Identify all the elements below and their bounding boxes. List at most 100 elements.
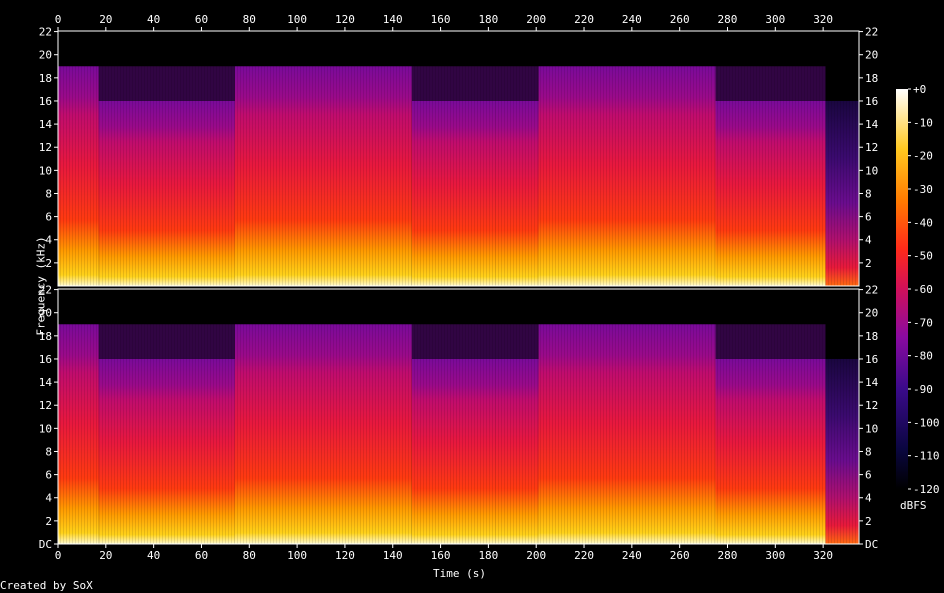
x-tick-label-bottom: 80	[243, 549, 256, 562]
y-tick-label-left: 14	[39, 376, 53, 389]
x-tick-label-bottom: 100	[287, 549, 307, 562]
x-tick-label-bottom: 0	[55, 549, 62, 562]
y-tick-label-right: 10	[865, 164, 878, 177]
x-tick-label-bottom: 200	[526, 549, 546, 562]
x-tick-label-bottom: 220	[574, 549, 594, 562]
colorbar-tick-label: -60	[913, 283, 933, 296]
colorbar-tick-label: -50	[913, 250, 933, 263]
y-tick-label-right: 14	[865, 376, 879, 389]
spectrogram-channel-1	[57, 30, 860, 287]
y-tick-label-left: 8	[45, 445, 52, 458]
y-tick-label-right: 18	[865, 72, 878, 85]
x-tick-label-bottom: 20	[99, 549, 112, 562]
y-tick-label-right: 2	[865, 515, 872, 528]
y-tick-label-right: 22	[865, 26, 878, 39]
y-tick-label-left: 6	[45, 211, 52, 224]
y-tick-label-left: 18	[39, 72, 52, 85]
x-tick-label-top: 300	[765, 13, 785, 26]
x-tick-label-bottom: 160	[431, 549, 451, 562]
y-tick-label-left: 20	[39, 307, 52, 320]
x-tick-label-top: 80	[243, 13, 256, 26]
y-tick-label-left: DC	[39, 538, 52, 551]
y-tick-label-left: 2	[45, 515, 52, 528]
y-tick-label-right: 14	[865, 118, 879, 131]
y-tick-label-right: 18	[865, 330, 878, 343]
y-tick-label-right: 2	[865, 257, 872, 270]
y-tick-label-left: 16	[39, 95, 52, 108]
y-tick-label-right: 20	[865, 49, 878, 62]
x-tick-label-top: 280	[718, 13, 738, 26]
y-tick-label-right: 12	[865, 399, 878, 412]
x-tick-label-top: 260	[670, 13, 690, 26]
colorbar-gradient	[896, 89, 908, 489]
y-tick-label-right: 20	[865, 307, 878, 320]
x-tick-label-bottom: 300	[765, 549, 785, 562]
x-tick-label-bottom: 120	[335, 549, 355, 562]
colorbar: +0 -10 -20 -30 -40 -50 -60 -70 -80 -90 -100 -110 -12…	[896, 83, 940, 496]
x-tick-label-top: 120	[335, 13, 355, 26]
credit-text: Created by SoX	[0, 579, 93, 592]
y-tick-label-right: 22	[865, 284, 878, 297]
y-tick-label-right: 8	[865, 445, 872, 458]
y-tick-label-right: 4	[865, 234, 872, 247]
spectrogram-texture	[58, 289, 859, 544]
x-tick-label-bottom: 60	[195, 549, 208, 562]
colorbar-tick-label: -70	[913, 316, 933, 329]
y-tick-label-left: 22	[39, 26, 52, 39]
y-tick-label-left: 10	[39, 164, 52, 177]
y-tick-label-right: 8	[865, 187, 872, 200]
y-tick-label-left: 12	[39, 399, 52, 412]
colorbar-tick-label: -110	[913, 450, 940, 463]
x-tick-label-bottom: 180	[478, 549, 498, 562]
x-tick-label-top: 200	[526, 13, 546, 26]
x-tick-label-top: 220	[574, 13, 594, 26]
y-tick-label-left: 10	[39, 422, 52, 435]
y-tick-label-right: 12	[865, 141, 878, 154]
colorbar-tick-label: -90	[913, 383, 933, 396]
y-tick-label-left: 18	[39, 330, 52, 343]
x-tick-label-top: 0	[55, 13, 62, 26]
y-tick-label-right: 6	[865, 211, 872, 224]
plot-frame	[57, 30, 860, 287]
x-tick-label-bottom: 140	[383, 549, 403, 562]
colorbar-tick-label: -80	[913, 350, 933, 363]
y-tick-label-left: 14	[39, 118, 53, 131]
x-tick-label-top: 60	[195, 13, 208, 26]
y-tick-label-right: 16	[865, 353, 878, 366]
x-tick-label-top: 320	[813, 13, 833, 26]
colorbar-tick-label: -40	[913, 216, 933, 229]
y-tick-label-left: 12	[39, 141, 52, 154]
colorbar-tick-label: -20	[913, 150, 933, 163]
y-tick-label-right: DC	[865, 538, 878, 551]
y-tick-label-right: 16	[865, 95, 878, 108]
y-tick-label-left: 20	[39, 49, 52, 62]
x-tick-label-top: 40	[147, 13, 160, 26]
y-tick-label-left: 22	[39, 284, 52, 297]
spectrogram-texture	[58, 31, 859, 286]
y-tick-label-left: 4	[45, 492, 52, 505]
x-tick-label-bottom: 320	[813, 549, 833, 562]
y-axis-label: Frequency (kHz)	[34, 236, 48, 336]
x-tick-label-bottom: 280	[718, 549, 738, 562]
colorbar-tick-label: -100	[913, 416, 940, 429]
x-tick-label-top: 100	[287, 13, 307, 26]
x-tick-label-top: 180	[478, 13, 498, 26]
colorbar-tick-label: -10	[913, 116, 933, 129]
y-tick-label-right: 10	[865, 422, 878, 435]
colorbar-unit-label: dBFS	[900, 499, 927, 512]
y-tick-label-left: 2	[45, 257, 52, 270]
colorbar-tick-label: -120	[913, 483, 940, 496]
x-tick-label-bottom: 240	[622, 549, 642, 562]
y-tick-label-left: 8	[45, 187, 52, 200]
plot-frame	[57, 288, 860, 545]
x-tick-label-top: 240	[622, 13, 642, 26]
x-tick-label-bottom: 260	[670, 549, 690, 562]
x-axis-label: Time (s)	[433, 567, 486, 580]
y-tick-label-left: 16	[39, 353, 52, 366]
colorbar-tick-label: +0	[913, 83, 926, 96]
x-tick-label-bottom: 40	[147, 549, 160, 562]
colorbar-tick-label: -30	[913, 183, 933, 196]
x-tick-label-top: 20	[99, 13, 112, 26]
y-tick-label-right: 4	[865, 492, 872, 505]
